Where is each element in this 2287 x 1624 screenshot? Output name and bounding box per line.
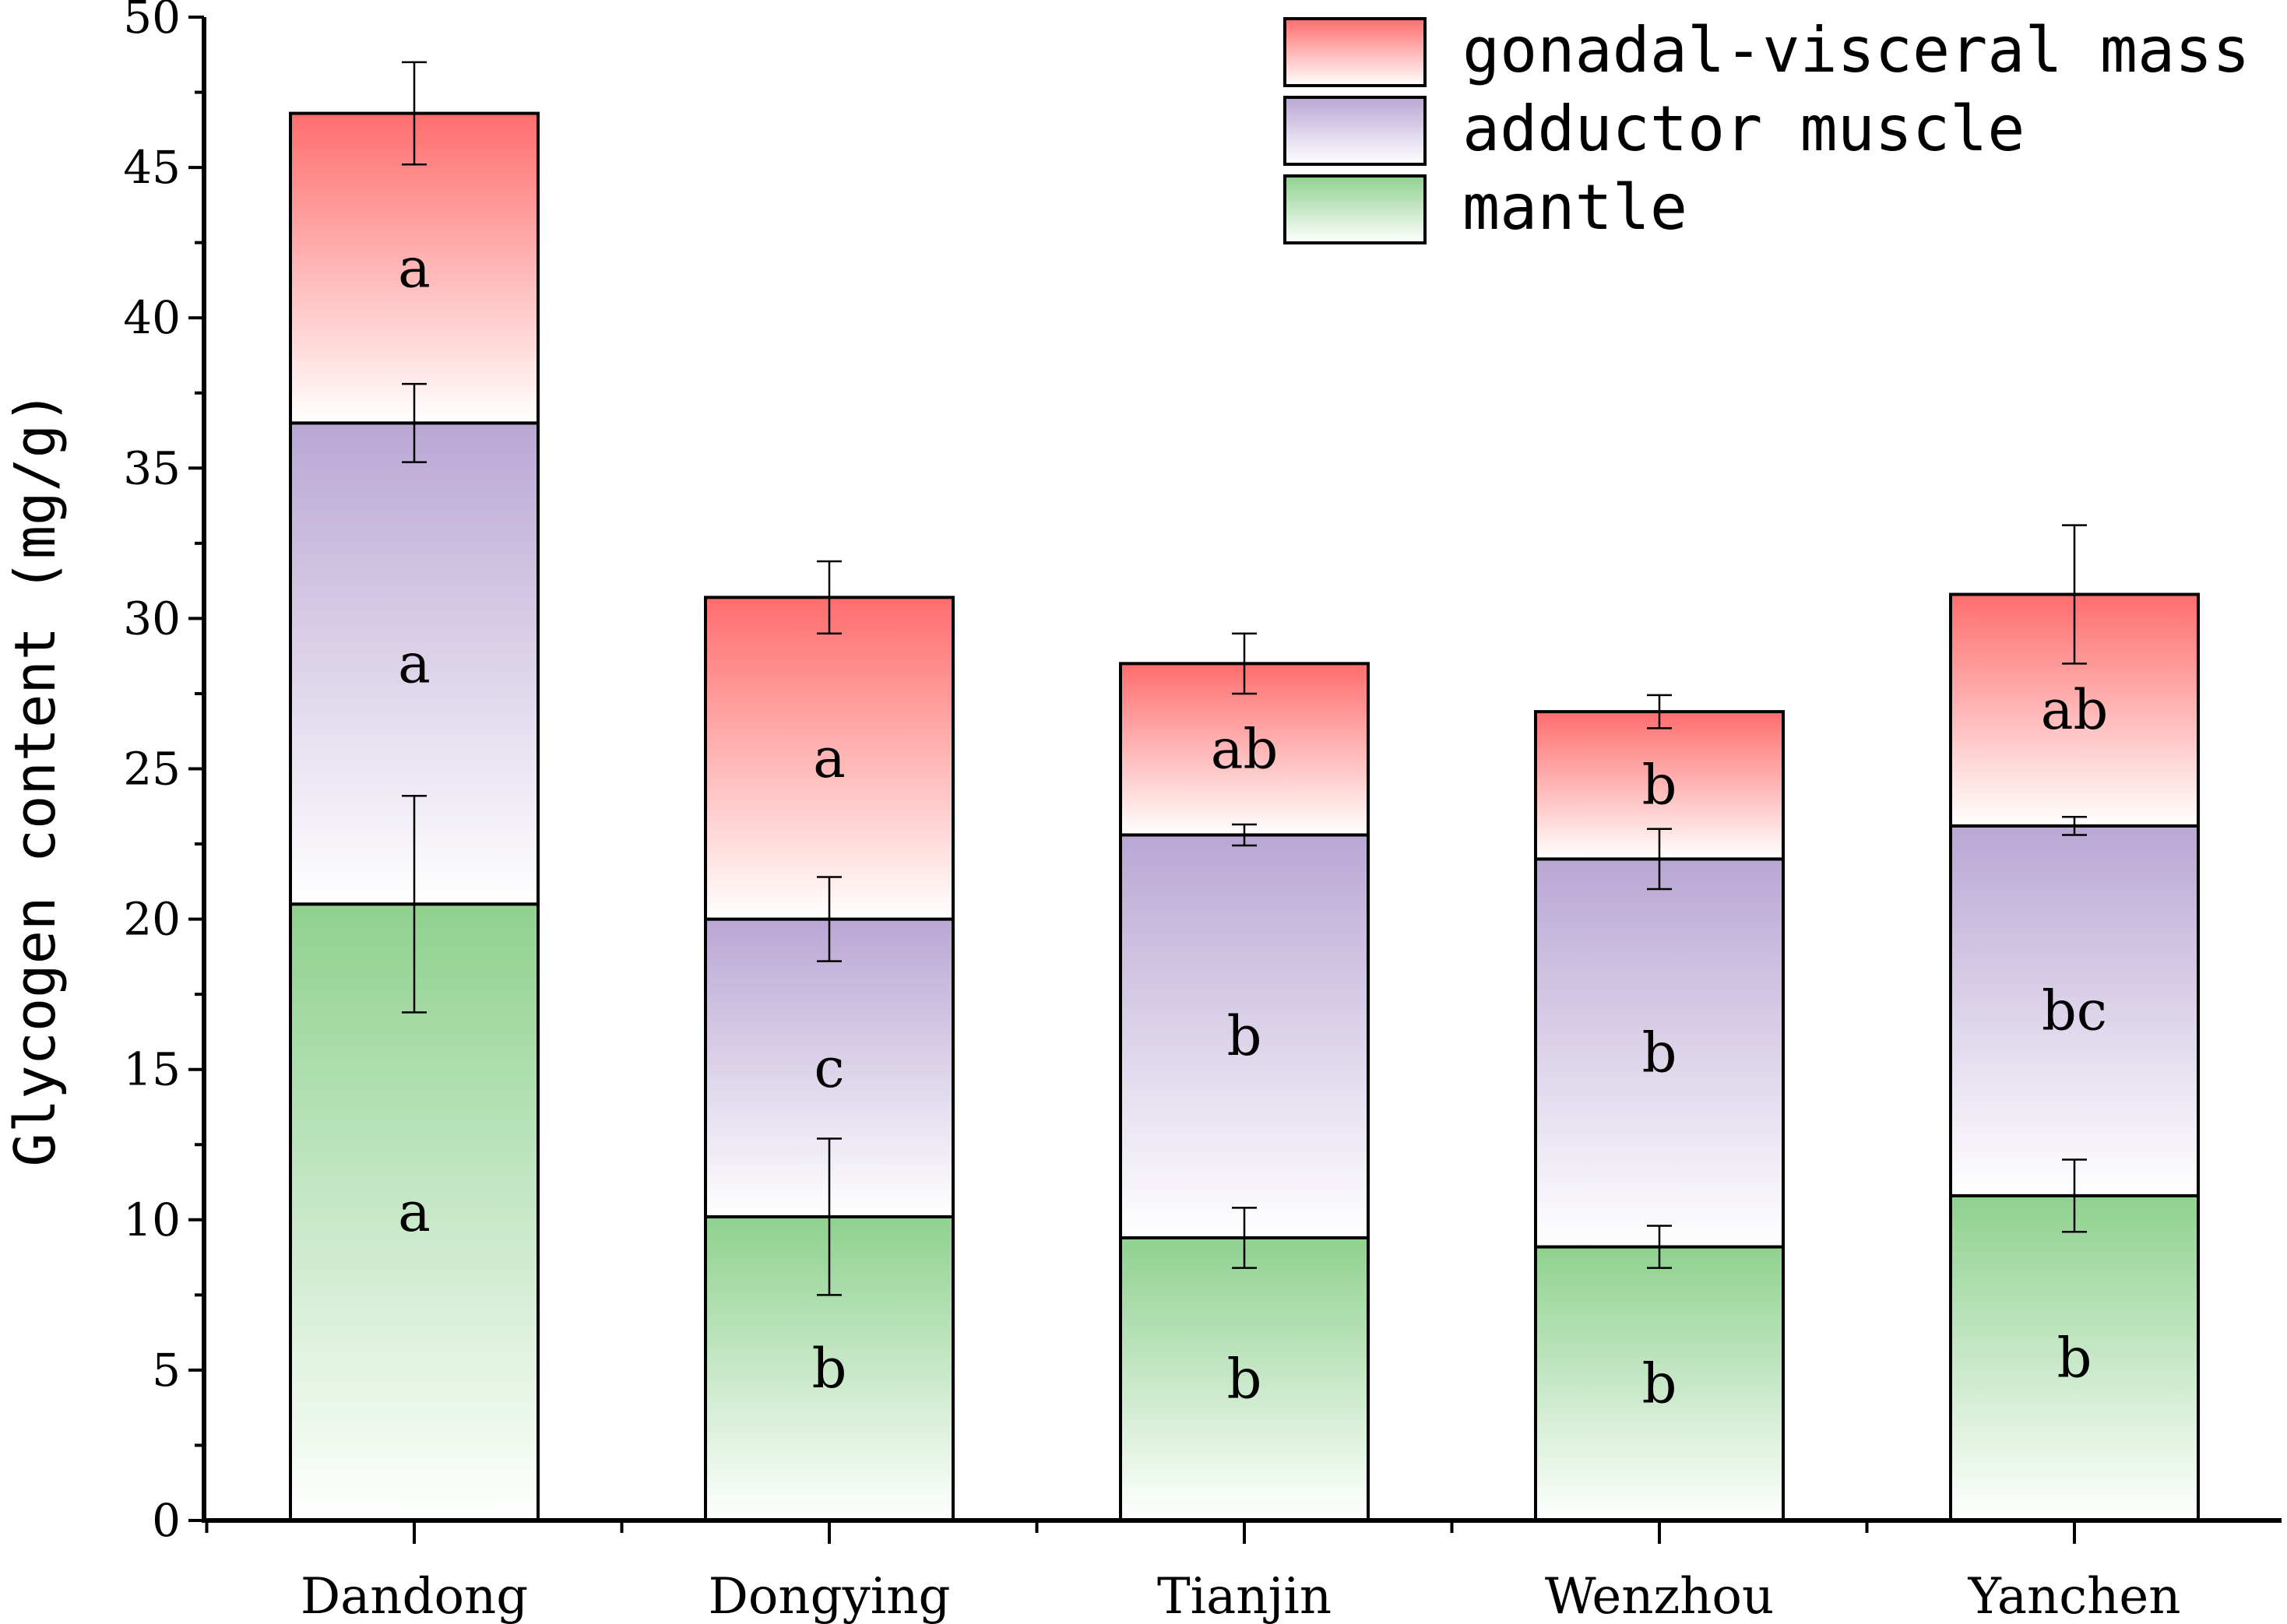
legend-swatch (1283, 17, 1427, 87)
y-tick-label: 45 (123, 141, 181, 194)
y-tick-label: 0 (152, 1494, 181, 1547)
legend-label: gonadal-visceral mass (1462, 14, 2250, 86)
error-bar-gonadal-visceral-mass-yanchen (2062, 524, 2087, 665)
sig-label-gonadal-visceral-mass-yanchen: ab (2041, 678, 2109, 742)
bar-gonadal-visceral-mass-dongying (704, 596, 955, 921)
x-ticks-layer: Dandong Dongying Tianjin Wenzhou Yanchen (205, 1520, 2181, 1624)
error-bar-gonadal-visceral-mass-dandong (402, 61, 427, 166)
sig-label-gonadal-visceral-mass-dandong: a (398, 236, 431, 300)
error-bar-gonadal-visceral-mass-dongying (817, 560, 842, 634)
legend-item-mantle: mantle (1283, 171, 1687, 244)
bars-layer (289, 111, 2200, 1523)
error-bar-mantle-yanchen (2062, 1158, 2087, 1233)
y-ticks-layer: 0 5 10 15 20 25 30 35 40 45 50 (123, 0, 204, 1547)
x-tick-label-dongying: Dongying (709, 1568, 951, 1624)
y-tick-label: 30 (123, 592, 181, 645)
legend-swatch (1283, 96, 1427, 166)
bar-adductor-muscle-wenzhou (1534, 857, 1785, 1249)
legend-item-gonadal-visceral-mass: gonadal-visceral mass (1283, 14, 2250, 87)
sig-label-gonadal-visceral-mass-dongying: a (813, 726, 846, 790)
error-bar-mantle-wenzhou (1647, 1225, 1672, 1269)
sig-label-gonadal-visceral-mass-tianjin: ab (1211, 717, 1279, 781)
error-bar-mantle-dandong (402, 795, 427, 1014)
y-tick-label: 50 (123, 0, 181, 44)
sig-label-adductor-muscle-dandong: a (398, 631, 431, 695)
y-tick-label: 5 (152, 1344, 181, 1397)
legend-swatch (1283, 174, 1427, 244)
sig-label-adductor-muscle-wenzhou: b (1642, 1021, 1677, 1084)
bar-mantle-yanchen (1949, 1193, 2200, 1523)
legend-label: adductor muscle (1462, 93, 2025, 165)
sig-label-mantle-dandong: a (398, 1180, 431, 1244)
y-axis-title: Glycogen content (mg/g) (2, 391, 68, 1167)
error-bar-adductor-muscle-wenzhou (1647, 828, 1672, 891)
y-tick-label: 20 (123, 893, 181, 946)
sig-label-mantle-dongying: b (812, 1337, 847, 1401)
sig-label-adductor-muscle-yanchen: bc (2042, 979, 2107, 1042)
sig-label-adductor-muscle-tianjin: b (1227, 1004, 1262, 1068)
y-tick-label: 35 (123, 441, 181, 494)
legend-label: mantle (1462, 171, 1687, 244)
y-tick-label: 40 (123, 291, 181, 344)
error-bar-gonadal-visceral-mass-tianjin (1232, 632, 1257, 695)
x-tick-label-wenzhou: Wenzhou (1545, 1568, 1774, 1624)
error-bar-adductor-muscle-dandong (402, 382, 427, 463)
bar-mantle-wenzhou (1534, 1245, 1785, 1522)
y-tick-label: 10 (123, 1193, 181, 1246)
bar-adductor-muscle-tianjin (1119, 833, 1370, 1239)
x-tick-label-yanchen: Yanchen (1968, 1568, 2181, 1624)
error-bar-adductor-muscle-tianjin (1232, 823, 1257, 847)
y-tick-label: 25 (123, 743, 181, 796)
legend-item-adductor-muscle: adductor muscle (1283, 93, 2025, 166)
sig-label-adductor-muscle-dongying: c (814, 1036, 844, 1100)
error-bar-adductor-muscle-yanchen (2062, 816, 2087, 836)
error-bar-mantle-tianjin (1232, 1207, 1257, 1269)
error-bar-gonadal-visceral-mass-wenzhou (1647, 694, 1672, 729)
sig-label-mantle-wenzhou: b (1642, 1352, 1677, 1415)
y-tick-label: 15 (123, 1043, 181, 1096)
error-bar-mantle-dongying (817, 1137, 842, 1296)
sig-label-mantle-yanchen: b (2057, 1326, 2092, 1390)
error-bar-adductor-muscle-dongying (817, 876, 842, 962)
sig-label-mantle-tianjin: b (1227, 1347, 1262, 1411)
x-tick-label-dandong: Dandong (301, 1568, 528, 1624)
x-tick-label-tianjin: Tianjin (1157, 1568, 1332, 1624)
sig-label-gonadal-visceral-mass-wenzhou: b (1642, 754, 1677, 817)
error-bars-layer (402, 61, 2087, 1296)
